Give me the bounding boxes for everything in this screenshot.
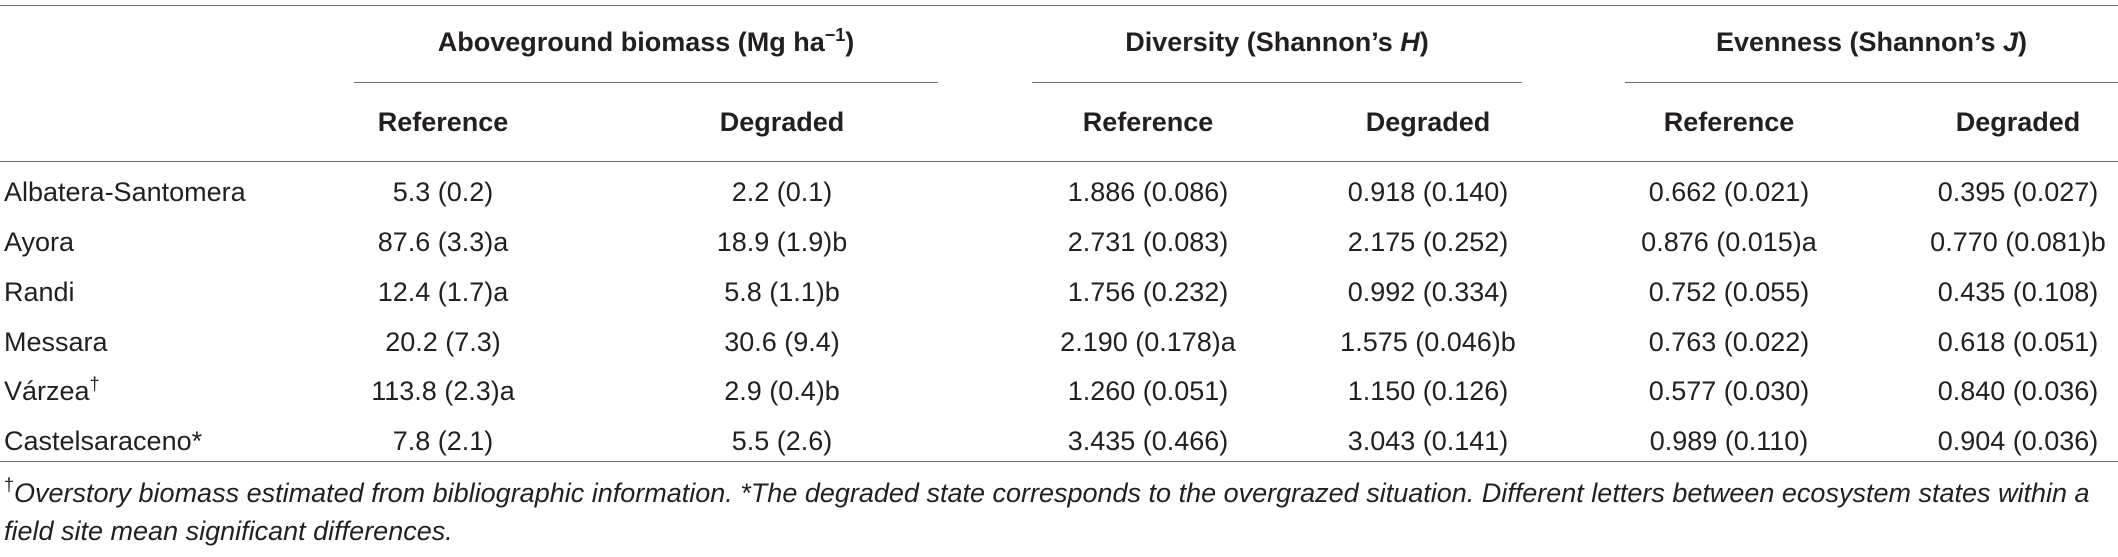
table-cell: 113.8 (2.3)a: [371, 376, 515, 406]
table-cell: 2.731 (0.083): [1067, 227, 1229, 257]
table-cell: 0.577 (0.030): [1648, 376, 1810, 406]
group-rule-evenness: [1625, 82, 2118, 83]
table-cell: 1.886 (0.086): [1067, 177, 1229, 207]
table-cell: 0.989 (0.110): [1649, 426, 1809, 456]
table-cell: 0.618 (0.051): [1937, 327, 2099, 357]
table-cell: 0.435 (0.108): [1937, 277, 2099, 307]
table-cell: 3.043 (0.141): [1347, 426, 1509, 456]
group-header-diversity: Diversity (Shannon’s H): [1125, 27, 1429, 57]
table-cell: 1.150 (0.126): [1347, 376, 1509, 406]
table-cell: 20.2 (7.3): [385, 327, 501, 357]
table-cell: 0.770 (0.081)b: [1930, 227, 2106, 257]
subheader-diversity-reference: Reference: [1082, 107, 1214, 137]
table-footnote: †Overstory biomass estimated from biblio…: [4, 475, 2090, 546]
row-site-label: Albatera-Santomera: [4, 177, 246, 207]
table-cell: 0.840 (0.036): [1937, 376, 2099, 406]
table-bottom-rule: [0, 461, 2118, 462]
table-cell: 1.260 (0.051): [1067, 376, 1229, 406]
row-site-label: Ayora: [4, 227, 75, 257]
table-cell: 12.4 (1.7)a: [377, 277, 509, 307]
top-rule: [0, 5, 2118, 6]
table-cell: 5.8 (1.1)b: [724, 277, 840, 307]
table-cell: 18.9 (1.9)b: [716, 227, 848, 257]
group-header-evenness: Evenness (Shannon’s J): [1715, 27, 2028, 57]
table-cell: 2.175 (0.252): [1347, 227, 1509, 257]
header-bottom-rule: [0, 161, 2118, 162]
table-cell: 0.395 (0.027): [1937, 177, 2099, 207]
row-site-label: Randi: [4, 277, 75, 307]
table-cell: 30.6 (9.4): [724, 327, 840, 357]
table-cell: 0.662 (0.021): [1648, 177, 1810, 207]
table-cell: 5.5 (2.6): [731, 426, 833, 456]
table-cell: 0.918 (0.140): [1347, 177, 1509, 207]
subheader-evenness-degraded: Degraded: [1955, 107, 2081, 137]
subheader-biomass-degraded: Degraded: [719, 107, 845, 137]
table-cell: 2.190 (0.178)a: [1060, 327, 1236, 357]
table-cell: 2.2 (0.1): [731, 177, 833, 207]
table-cell: 0.904 (0.036): [1937, 426, 2099, 456]
row-site-label: Messara: [4, 327, 108, 357]
table-cell: 5.3 (0.2): [392, 177, 494, 207]
table-cell: 0.752 (0.055): [1648, 277, 1810, 307]
group-header-biomass: Aboveground biomass (Mg ha−1): [437, 25, 855, 57]
table-cell: 87.6 (3.3)a: [377, 227, 509, 257]
row-site-label: Várzea†: [4, 374, 100, 406]
table-cell: 7.8 (2.1): [392, 426, 494, 456]
subheader-biomass-reference: Reference: [377, 107, 509, 137]
table-cell: 2.9 (0.4)b: [724, 376, 840, 406]
table-cell: 3.435 (0.466): [1067, 426, 1229, 456]
subheader-diversity-degraded: Degraded: [1365, 107, 1491, 137]
table-cell: 0.763 (0.022): [1648, 327, 1810, 357]
table-cell: 0.992 (0.334): [1347, 277, 1509, 307]
group-rule-biomass: [354, 82, 938, 83]
table-cell: 0.876 (0.015)a: [1641, 227, 1817, 257]
table-cell: 1.575 (0.046)b: [1340, 327, 1516, 357]
row-site-label: Castelsaraceno*: [4, 426, 203, 456]
subheader-evenness-reference: Reference: [1663, 107, 1795, 137]
table-cell: 1.756 (0.232): [1067, 277, 1229, 307]
group-rule-diversity: [1032, 82, 1522, 83]
